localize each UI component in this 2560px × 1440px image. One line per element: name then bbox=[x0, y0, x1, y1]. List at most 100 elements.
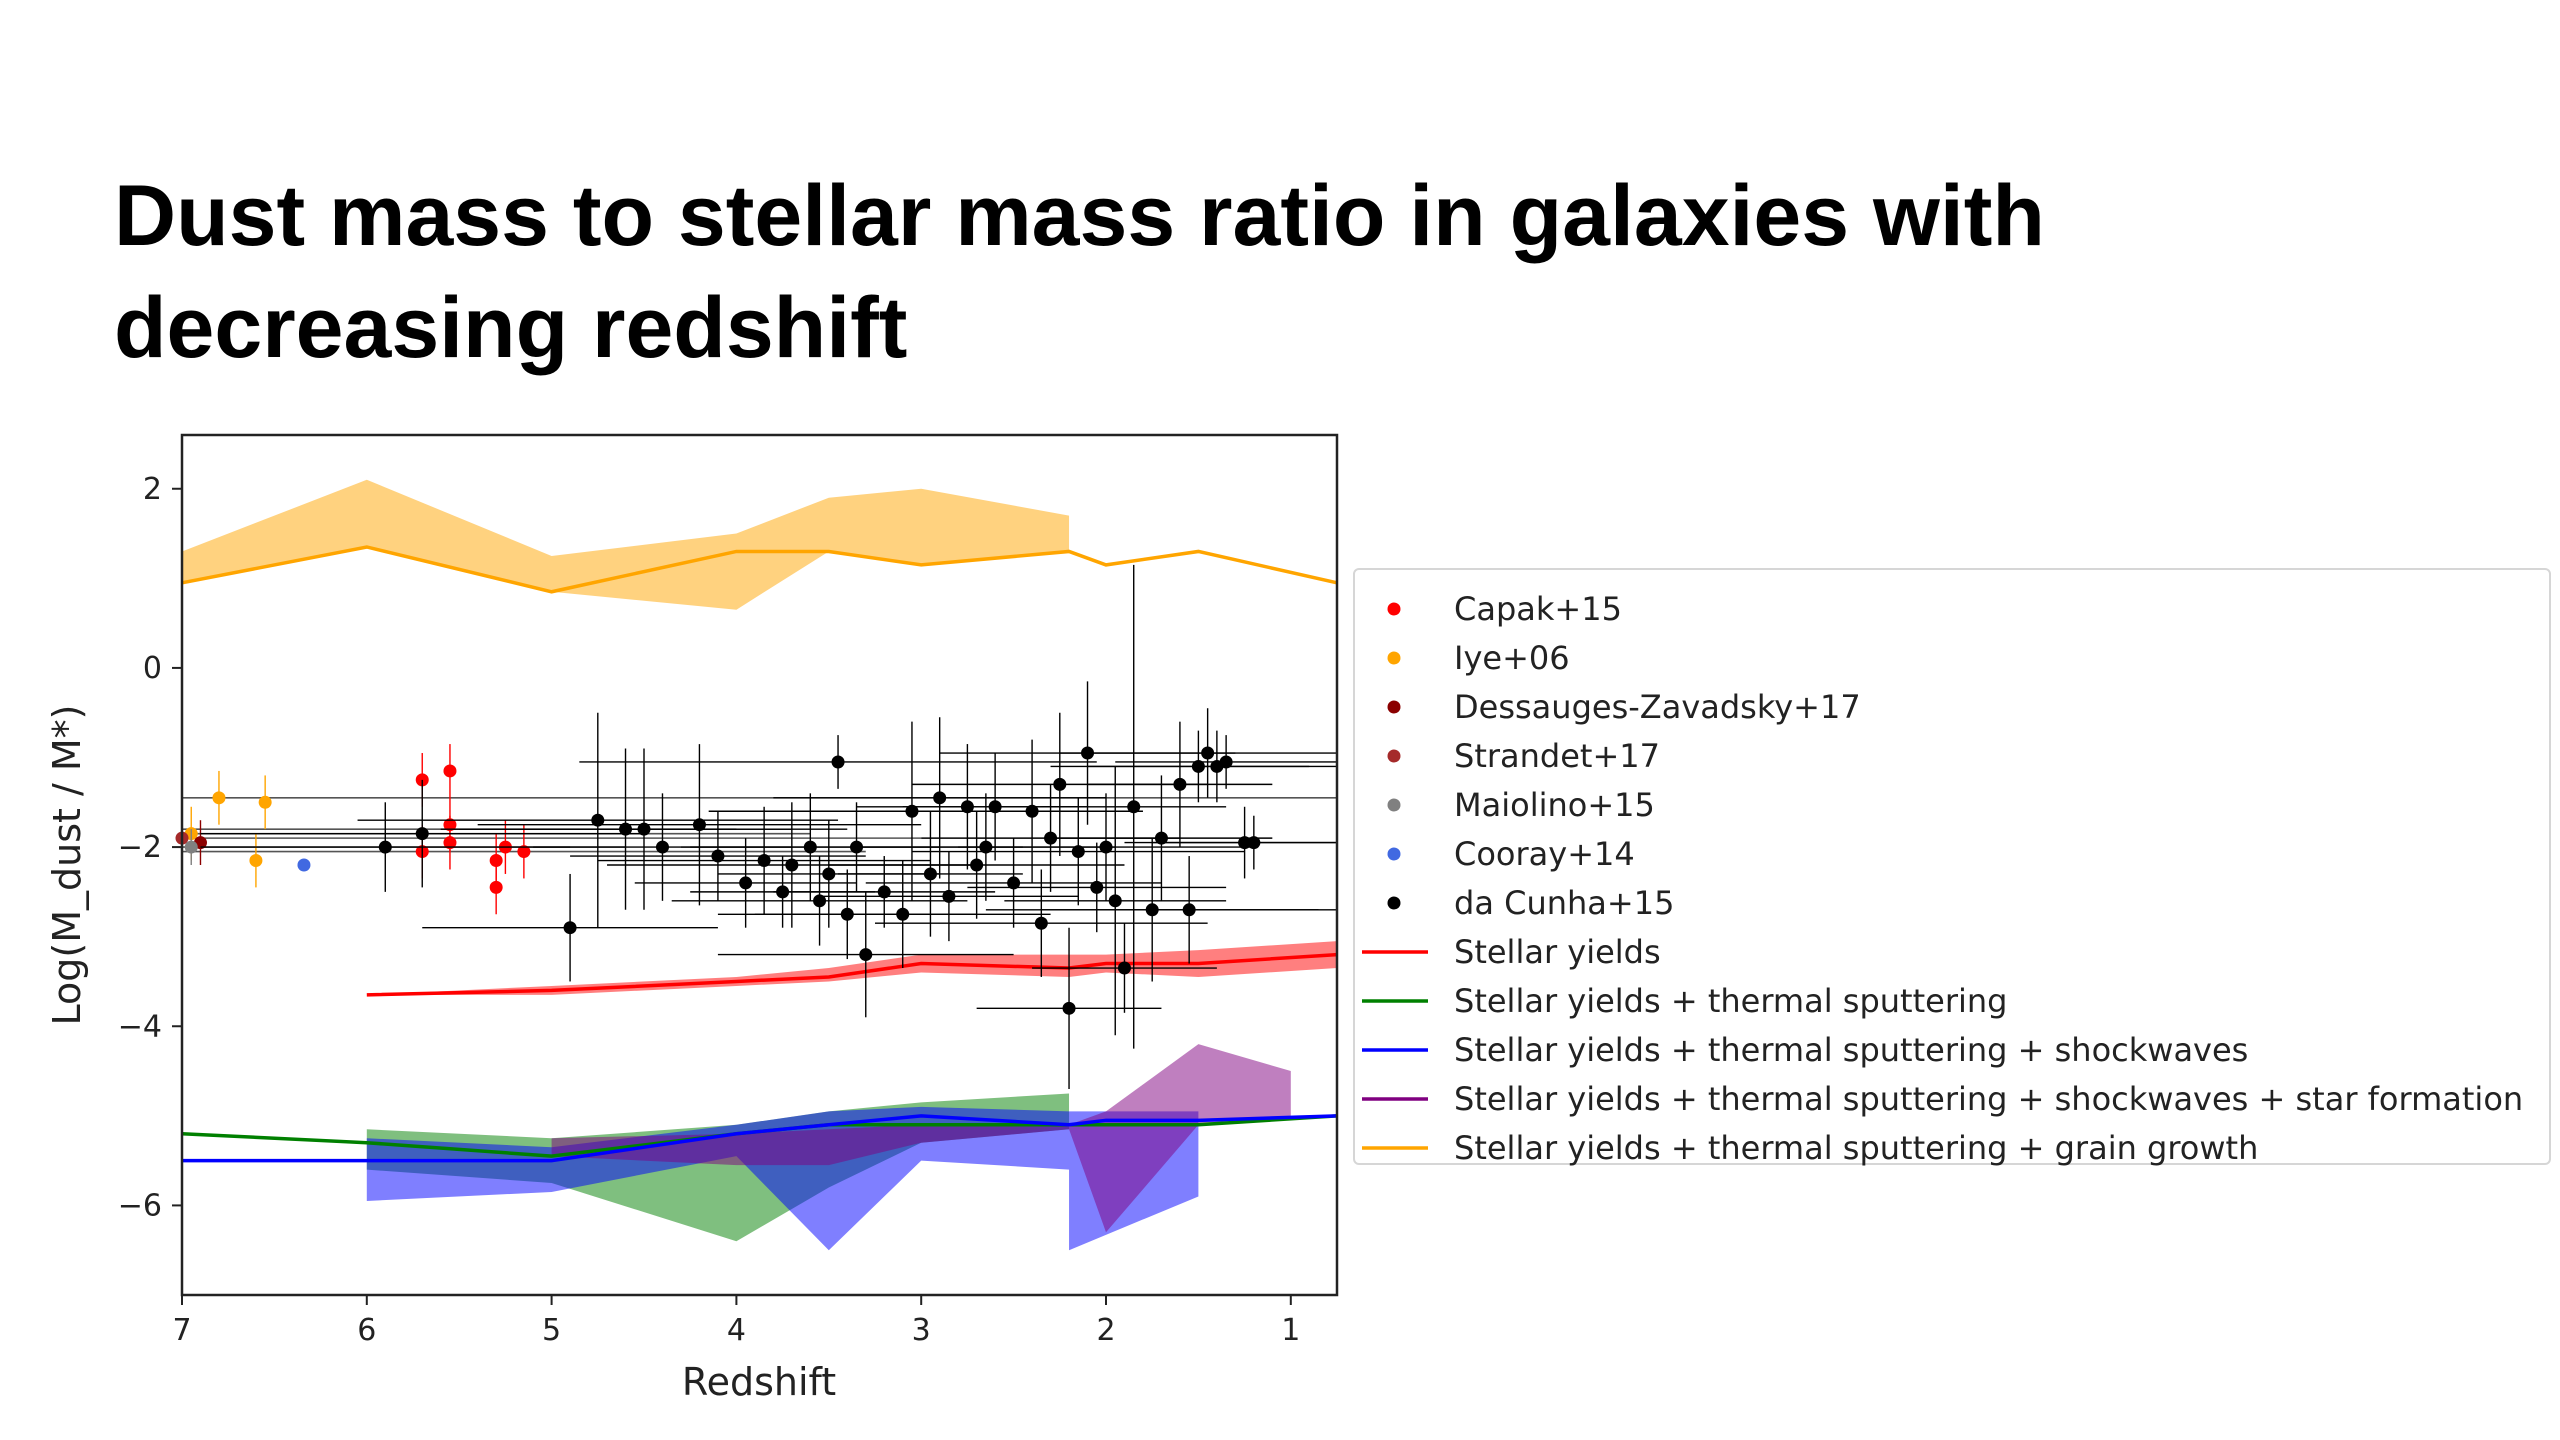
band-stellar-yields-thermal-sputtering-shockwaves-star-formation bbox=[551, 1044, 1291, 1233]
series-da-cunha-15 bbox=[200, 564, 1337, 1089]
y-tick-label: −4 bbox=[118, 1009, 162, 1044]
data-point bbox=[1154, 831, 1168, 845]
legend-marker bbox=[1387, 651, 1401, 665]
data-point bbox=[1127, 800, 1141, 814]
legend-item-da-cunha-15: da Cunha+15 bbox=[1387, 884, 1674, 922]
data-point bbox=[1099, 840, 1113, 854]
data-point bbox=[739, 876, 753, 890]
data-point bbox=[1025, 804, 1039, 818]
legend-marker bbox=[1387, 602, 1401, 616]
legend-label: Capak+15 bbox=[1454, 590, 1622, 628]
legend-item-stellar-yields: Stellar yields bbox=[1362, 933, 1661, 971]
y-tick-label: 2 bbox=[143, 472, 162, 507]
line-stellar-yields-thermal-sputtering-shockwaves bbox=[182, 1114, 1338, 1163]
data-point bbox=[378, 840, 392, 854]
model-bands bbox=[182, 479, 1337, 1251]
data-point bbox=[1007, 876, 1021, 890]
legend-label: Strandet+17 bbox=[1454, 737, 1660, 775]
data-point bbox=[443, 764, 457, 778]
band-stellar-yields-thermal-sputtering-grain-growth bbox=[182, 479, 1070, 610]
data-point bbox=[813, 894, 827, 908]
legend-item-stellar-yields-thermal-sputtering: Stellar yields + thermal sputtering bbox=[1362, 982, 2007, 1020]
data-point bbox=[517, 845, 531, 859]
data-point bbox=[443, 836, 457, 850]
data-point bbox=[988, 800, 1002, 814]
legend-label: Stellar yields bbox=[1454, 933, 1661, 971]
data-point bbox=[711, 849, 725, 863]
data-point bbox=[591, 813, 605, 827]
line-stellar-yields-thermal-sputtering-grain-growth bbox=[181, 545, 1338, 594]
legend-item-stellar-yields-thermal-sputtering-shockwaves-star-formation: Stellar yields + thermal sputtering + sh… bbox=[1362, 1080, 2523, 1118]
legend-label: Stellar yields + thermal sputtering bbox=[1454, 982, 2007, 1020]
legend-item-maiolino-15: Maiolino+15 bbox=[1387, 786, 1655, 824]
data-point bbox=[1117, 961, 1131, 975]
data-point bbox=[1108, 894, 1122, 908]
data-point bbox=[859, 948, 873, 962]
data-point bbox=[1173, 777, 1187, 791]
legend-label: Dessauges-Zavadsky+17 bbox=[1454, 688, 1861, 726]
x-tick-label: 7 bbox=[172, 1313, 191, 1348]
y-tick-label: −6 bbox=[118, 1188, 162, 1223]
data-point bbox=[184, 840, 198, 854]
x-tick-label: 1 bbox=[1281, 1313, 1300, 1348]
data-point bbox=[1247, 836, 1261, 850]
legend-marker bbox=[1387, 847, 1401, 861]
legend: Capak+15 Iye+06 Dessauges-Zavadsky+17 Stran… bbox=[1353, 568, 2551, 1167]
legend-item-stellar-yields-thermal-sputtering-shockwaves: Stellar yields + thermal sputtering + sh… bbox=[1362, 1031, 2248, 1069]
data-point bbox=[1090, 880, 1104, 894]
line-stellar-yields-thermal-sputtering bbox=[181, 1114, 1338, 1158]
y-tick-label: 0 bbox=[143, 651, 162, 686]
data-point bbox=[563, 921, 577, 935]
x-tick-label: 4 bbox=[727, 1313, 746, 1348]
y-axis-label: Log(M_dust / M*) bbox=[45, 705, 89, 1026]
data-point bbox=[970, 858, 984, 872]
line-stellar-yields bbox=[366, 952, 1338, 997]
legend-label: Cooray+14 bbox=[1454, 835, 1635, 873]
x-tick-label: 6 bbox=[357, 1313, 376, 1348]
data-point bbox=[489, 880, 503, 894]
data-point bbox=[905, 804, 919, 818]
legend-marker bbox=[1387, 700, 1401, 714]
data-point bbox=[692, 818, 706, 832]
data-point bbox=[1034, 916, 1048, 930]
data-point bbox=[415, 827, 429, 841]
legend-label: Maiolino+15 bbox=[1454, 786, 1655, 824]
data-point bbox=[785, 858, 799, 872]
series-maiolino-15 bbox=[184, 829, 198, 865]
data-point bbox=[297, 858, 311, 872]
legend-marker bbox=[1387, 896, 1401, 910]
data-point bbox=[249, 854, 263, 868]
legend-label: da Cunha+15 bbox=[1454, 884, 1674, 922]
data-point bbox=[822, 867, 836, 881]
band-stellar-yields-thermal-sputtering-shockwaves bbox=[366, 1106, 1199, 1251]
x-tick-label: 2 bbox=[1096, 1313, 1115, 1348]
slide-title: Dust mass to stellar mass ratio in galax… bbox=[114, 168, 2045, 376]
legend-marker bbox=[1387, 749, 1401, 763]
data-point bbox=[942, 889, 956, 903]
y-tick-label: −2 bbox=[118, 830, 162, 865]
observation-points bbox=[175, 564, 1337, 1089]
data-point bbox=[655, 840, 669, 854]
legend-label: Stellar yields + thermal sputtering + gr… bbox=[1454, 1129, 2258, 1167]
legend-item-capak-15: Capak+15 bbox=[1387, 590, 1622, 628]
legend-item-stellar-yields-thermal-sputtering-grain-growth: Stellar yields + thermal sputtering + gr… bbox=[1362, 1129, 2258, 1167]
x-axis-label: Redshift bbox=[682, 1360, 836, 1404]
legend-item-strandet-17: Strandet+17 bbox=[1387, 737, 1660, 775]
data-point bbox=[1071, 845, 1085, 859]
data-point bbox=[1219, 755, 1233, 769]
legend-item-cooray-14: Cooray+14 bbox=[1387, 835, 1635, 873]
legend-item-iye-06: Iye+06 bbox=[1387, 639, 1570, 677]
legend-label: Stellar yields + thermal sputtering + sh… bbox=[1454, 1080, 2523, 1118]
data-point bbox=[258, 795, 272, 809]
model-lines bbox=[181, 545, 1338, 1163]
data-point bbox=[877, 885, 891, 899]
legend-label: Iye+06 bbox=[1454, 639, 1570, 677]
x-tick-label: 5 bbox=[542, 1313, 561, 1348]
legend-frame bbox=[1353, 568, 2551, 1165]
data-point bbox=[637, 822, 651, 836]
series-cooray-14 bbox=[297, 858, 311, 872]
data-point bbox=[933, 791, 947, 805]
legend-label: Stellar yields + thermal sputtering + sh… bbox=[1454, 1031, 2248, 1069]
data-point bbox=[212, 791, 226, 805]
